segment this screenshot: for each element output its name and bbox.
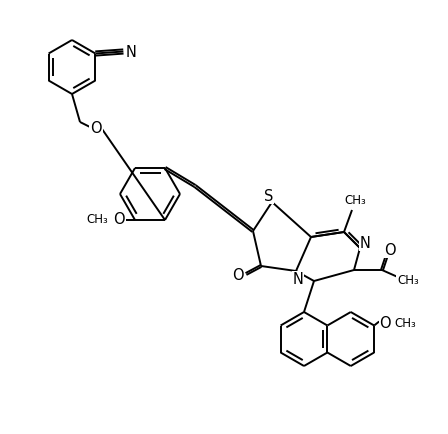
Text: S: S xyxy=(264,189,274,204)
Text: O: O xyxy=(232,268,244,283)
Text: O: O xyxy=(384,243,396,258)
Text: N: N xyxy=(126,45,137,60)
Text: O: O xyxy=(113,212,125,227)
Text: O: O xyxy=(379,315,391,330)
Text: CH₃: CH₃ xyxy=(397,274,419,287)
Text: CH₃: CH₃ xyxy=(86,213,108,226)
Text: CH₃: CH₃ xyxy=(394,316,416,329)
Text: N: N xyxy=(293,272,303,287)
Text: N: N xyxy=(360,236,370,251)
Text: O: O xyxy=(90,121,102,136)
Text: CH₃: CH₃ xyxy=(344,194,366,207)
